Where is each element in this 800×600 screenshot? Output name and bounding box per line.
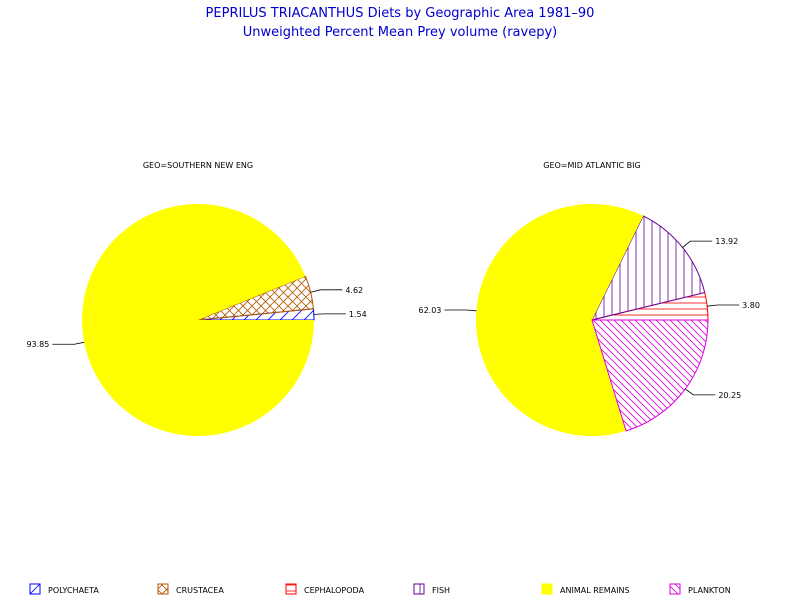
legend-swatch	[669, 583, 681, 595]
legend-swatch	[285, 583, 297, 595]
legend-label: CEPHALOPODA	[304, 586, 365, 595]
legend-swatch	[157, 583, 169, 595]
leader-line	[685, 388, 716, 396]
legend-item-plankton: PLANKTON	[669, 583, 731, 595]
legend-swatch	[29, 583, 41, 595]
legend-label: PLANKTON	[688, 586, 731, 595]
legend-swatch	[413, 583, 425, 595]
legend: POLYCHAETA CRUSTACEA CEPHALOPODA FISH ANIMAL…	[29, 583, 731, 595]
leader-line	[310, 289, 343, 293]
slice-value-label: 93.85	[26, 340, 49, 349]
chart-subtitle: Unweighted Percent Mean Prey volume (rav…	[243, 25, 557, 40]
pie-slice-plankton	[591, 319, 709, 432]
legend-label: CRUSTACEA	[176, 586, 224, 595]
leader-line	[52, 341, 85, 345]
pie-slice-animal-remains	[475, 204, 644, 436]
legend-item-animal-remains: ANIMAL REMAINS	[541, 583, 630, 595]
legend-label: FISH	[432, 586, 450, 595]
pie-group-label: GEO=MID ATLANTIC BIG	[543, 161, 640, 170]
chart-title: PEPRILUS TRIACANTHUS Diets by Geographic…	[206, 6, 595, 21]
legend-label: POLYCHAETA	[48, 586, 99, 595]
legend-item-fish: FISH	[413, 583, 450, 595]
legend-label: ANIMAL REMAINS	[560, 586, 630, 595]
slice-value-label: 20.25	[718, 391, 741, 400]
pies-group: GEO=SOUTHERN NEW ENG 1.54 4.62 93.85 GEO=MID…	[26, 161, 760, 437]
leader-line	[682, 240, 713, 248]
legend-item-polychaeta: POLYCHAETA	[29, 583, 99, 595]
legend-item-cephalopoda: CEPHALOPODA	[285, 583, 365, 595]
pie-geo-mid-atlantic-big: GEO=MID ATLANTIC BIG 3.80 13.92 62.03 20.25	[418, 161, 760, 436]
slice-value-label: 1.54	[349, 310, 367, 319]
pie-group-label: GEO=SOUTHERN NEW ENG	[143, 161, 253, 170]
slice-value-label: 3.80	[742, 301, 760, 310]
legend-item-crustacea: CRUSTACEA	[157, 583, 224, 595]
leader-line	[707, 304, 740, 307]
legend-swatch	[541, 583, 553, 595]
slice-value-label: 62.03	[418, 306, 441, 315]
pie-slice-fish	[591, 215, 706, 321]
leader-line	[444, 309, 477, 312]
pie-slice-animal-remains	[81, 204, 315, 437]
pie-slice-crustacea	[197, 275, 315, 321]
pie-geo-southern-new-eng: GEO=SOUTHERN NEW ENG 1.54 4.62 93.85	[26, 161, 367, 437]
slice-value-label: 13.92	[715, 237, 738, 246]
slice-value-label: 4.62	[345, 286, 363, 295]
